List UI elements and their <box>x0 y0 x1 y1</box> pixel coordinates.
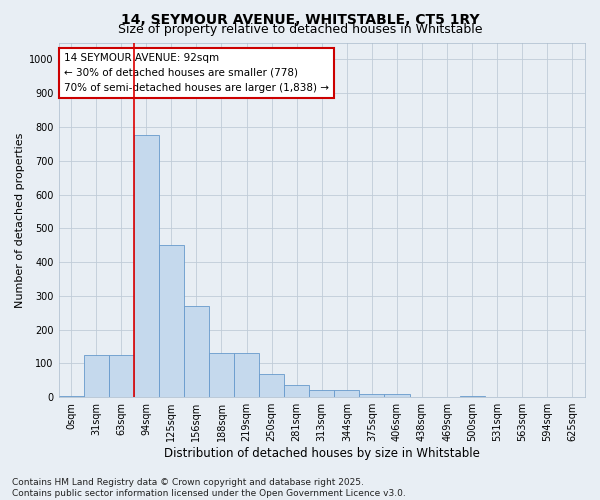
Text: 14 SEYMOUR AVENUE: 92sqm
← 30% of detached houses are smaller (778)
70% of semi-: 14 SEYMOUR AVENUE: 92sqm ← 30% of detach… <box>64 53 329 92</box>
Bar <box>359 394 385 397</box>
Bar <box>259 374 284 397</box>
Bar <box>159 245 184 397</box>
Bar <box>385 394 410 397</box>
Y-axis label: Number of detached properties: Number of detached properties <box>15 132 25 308</box>
Bar <box>184 306 209 397</box>
Bar <box>284 386 309 397</box>
X-axis label: Distribution of detached houses by size in Whitstable: Distribution of detached houses by size … <box>164 447 480 460</box>
Bar <box>109 355 134 397</box>
Bar <box>59 396 83 397</box>
Text: Contains HM Land Registry data © Crown copyright and database right 2025.
Contai: Contains HM Land Registry data © Crown c… <box>12 478 406 498</box>
Bar <box>334 390 359 397</box>
Text: 14, SEYMOUR AVENUE, WHITSTABLE, CT5 1RY: 14, SEYMOUR AVENUE, WHITSTABLE, CT5 1RY <box>121 12 479 26</box>
Bar <box>234 354 259 397</box>
Bar <box>209 354 234 397</box>
Bar <box>460 396 485 397</box>
Text: Size of property relative to detached houses in Whitstable: Size of property relative to detached ho… <box>118 22 482 36</box>
Bar <box>83 355 109 397</box>
Bar <box>134 136 159 397</box>
Bar <box>309 390 334 397</box>
